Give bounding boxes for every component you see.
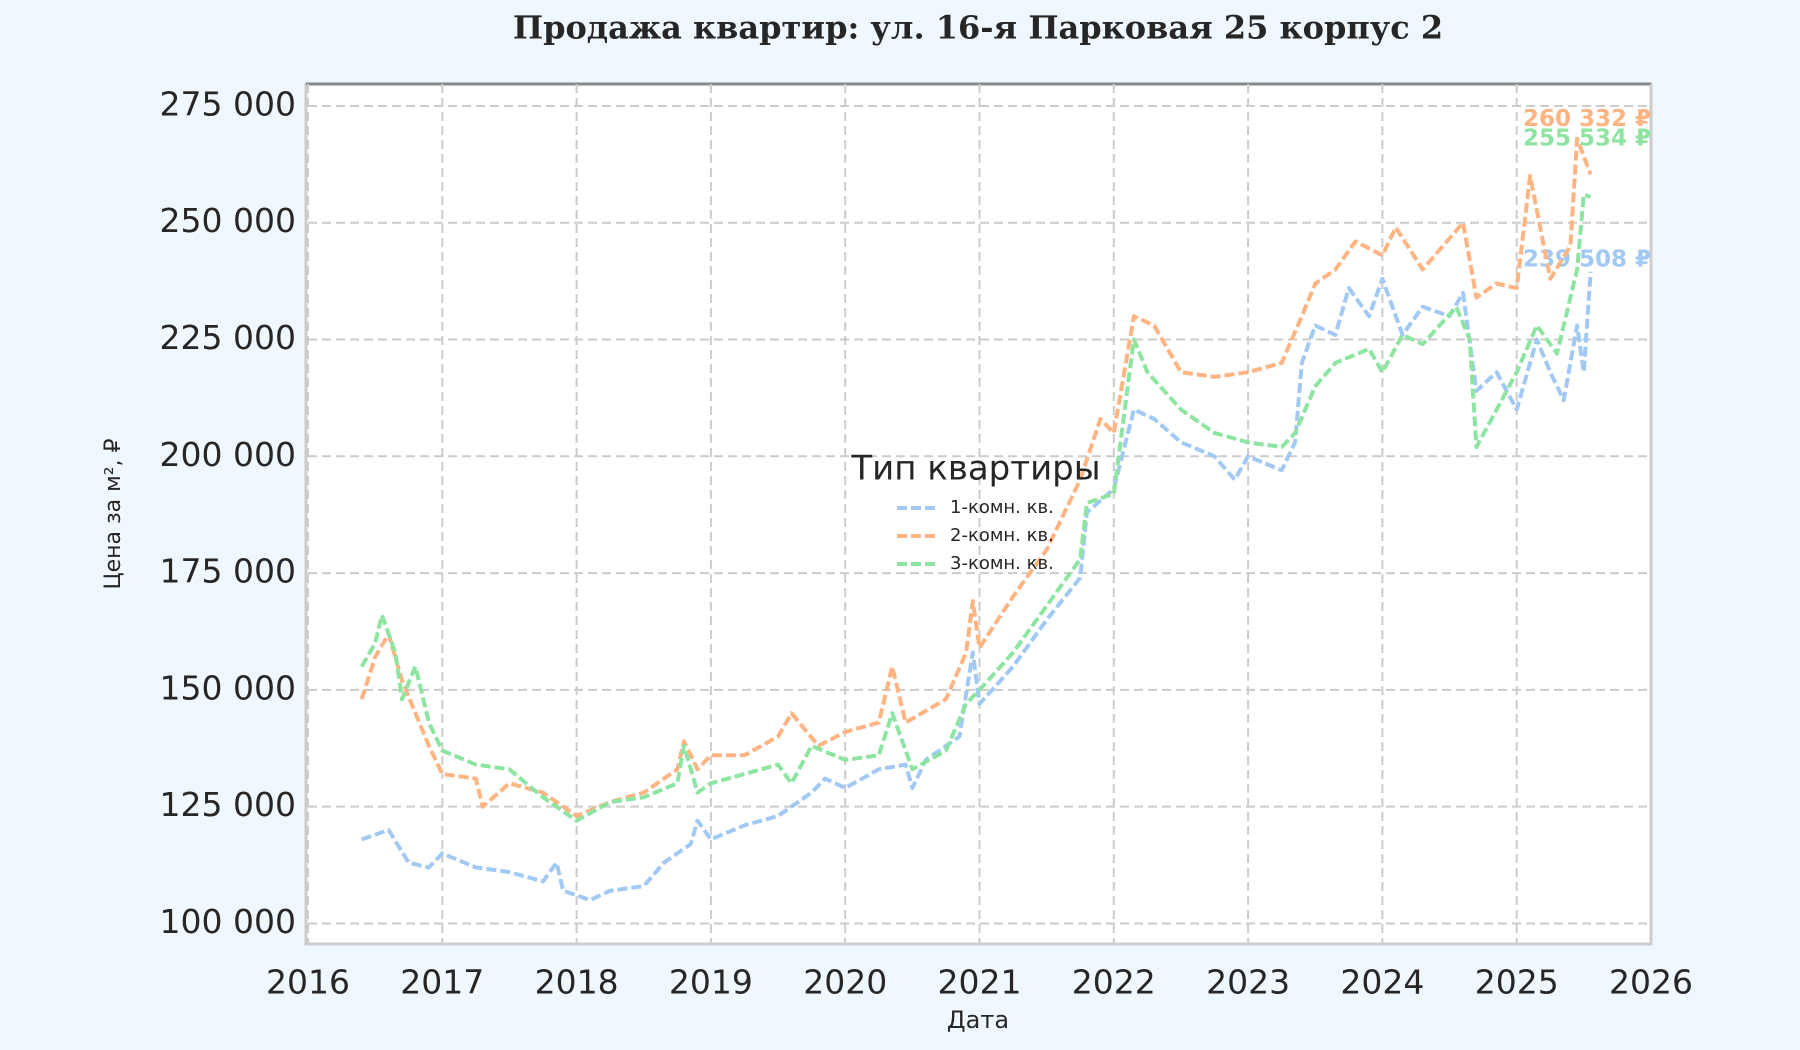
x-tick-label: 2026	[1609, 963, 1693, 1002]
x-tick-label: 2020	[803, 963, 887, 1002]
series-line	[359, 136, 1593, 818]
legend-label: 2-комн. кв.	[950, 525, 1054, 546]
legend: Тип квартиры 1-комн. кв. 2-комн. кв. 3-комн…	[850, 449, 1100, 575]
series-line	[359, 192, 1592, 823]
x-tick-label: 2025	[1475, 963, 1559, 1002]
chart-title: Продажа квартир: ул. 16-я Парковая 25 ко…	[513, 9, 1443, 47]
y-tick-label: 150 000	[160, 668, 296, 707]
x-tick-label: 2017	[400, 963, 484, 1002]
x-tick-label: 2024	[1340, 963, 1424, 1002]
x-tick-label: 2022	[1072, 963, 1156, 1002]
lines: 239 508 ₽ 260 332 ₽255 534 ₽	[359, 106, 1651, 903]
y-tick-label: 100 000	[160, 902, 296, 941]
y-tick-label: 250 000	[160, 201, 296, 240]
legend-label: 3-комн. кв.	[950, 553, 1054, 574]
end-value-label: 260 332 ₽	[1523, 106, 1651, 132]
y-tick-label: 200 000	[160, 435, 296, 474]
x-tick-label: 2021	[938, 963, 1022, 1002]
y-tick-label: 225 000	[160, 318, 296, 357]
y-tick-label: 275 000	[160, 84, 296, 123]
x-tick-label: 2023	[1206, 963, 1290, 1002]
end-value-label: 255 534 ₽	[1523, 125, 1651, 151]
end-value-label: 239 508 ₽	[1523, 246, 1651, 272]
y-tick-label: 125 000	[160, 785, 296, 824]
x-tick-label: 2018	[535, 963, 619, 1002]
legend-title: Тип квартиры	[850, 449, 1100, 489]
y-tick-label: 175 000	[160, 552, 296, 591]
legend-label: 1-комн. кв.	[950, 497, 1054, 518]
grid	[307, 84, 1652, 944]
x-axis-label: Дата	[947, 1006, 1009, 1034]
y-axis-label: Цена за м², ₽	[101, 438, 126, 589]
x-tick-label: 2016	[266, 963, 350, 1002]
x-tick-label: 2019	[669, 963, 753, 1002]
